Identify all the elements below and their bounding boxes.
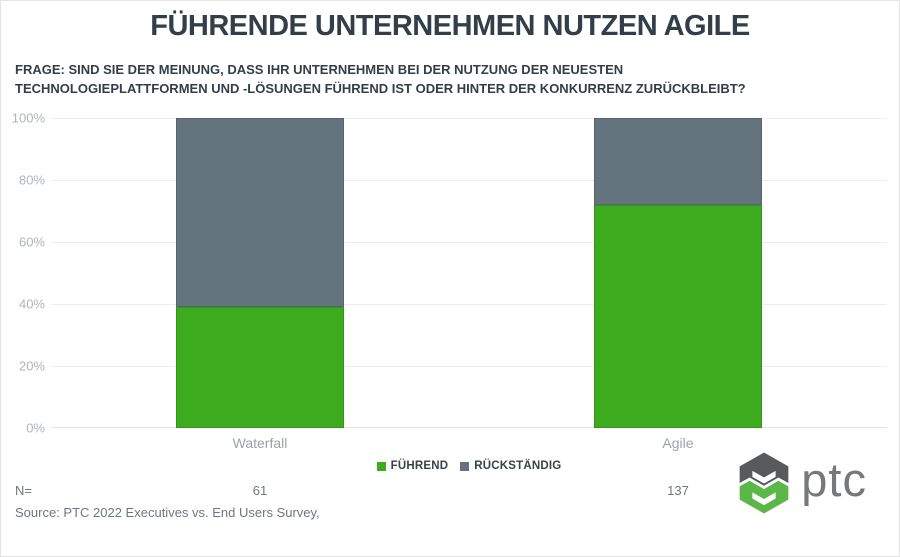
x-axis-labels: Waterfall Agile [51,435,887,453]
bar-segment-rückständig [176,118,344,308]
y-axis: 0% 20% 40% 60% 80% 100% [1,111,45,436]
gridline [51,304,887,305]
legend-swatch-icon [376,461,386,471]
ptc-logo: ptc [735,452,867,514]
bar-waterfall [176,118,344,428]
x-category-label: Agile [662,435,694,451]
subtitle-line-2: TECHNOLOGIEPLATTFORMEN UND -LÖSUNGEN FÜH… [15,81,746,96]
y-tick-label: 80% [18,172,45,188]
n-value: 137 [667,483,689,498]
legend-item: FÜHREND [376,460,449,472]
ptc-hexagon-icon [735,452,793,514]
bar-segment-führend [594,204,762,428]
gridline [51,118,887,119]
legend-label: FÜHREND [390,460,449,472]
y-tick-label: 40% [18,296,45,312]
y-tick-label: 100% [11,110,45,126]
gridline [51,427,887,428]
legend: FÜHREND RÜCKSTÄNDIG [51,460,887,472]
n-label: N= [15,483,32,498]
subtitle-line-1: FRAGE: SIND SIE DER MEINUNG, DASS IHR UN… [15,62,624,77]
gridline [51,366,887,367]
bar-segment-führend [176,307,344,428]
bar-segment-rückständig [594,118,762,205]
legend-swatch-icon [460,461,470,471]
bar-agile [594,118,762,428]
source-note: Source: PTC 2022 Executives vs. End User… [15,505,320,520]
y-tick-label: 20% [18,358,45,374]
n-value: 61 [252,483,268,498]
page-title: FÜHRENDE UNTERNEHMEN NUTZEN AGILE [150,10,750,42]
ptc-logo-text: ptc [801,452,867,506]
gridline [51,180,887,181]
legend-label: RÜCKSTÄNDIG [474,460,562,472]
plot-area [51,118,887,428]
gridline [51,242,887,243]
y-tick-label: 60% [18,234,45,250]
chart-question-subtitle: FRAGE: SIND SIE DER MEINUNG, DASS IHR UN… [15,60,875,98]
legend-item: RÜCKSTÄNDIG [460,460,561,472]
n-values-row: 61 137 [51,483,887,499]
y-tick-label: 0% [26,420,45,436]
x-category-label: Waterfall [232,435,288,451]
